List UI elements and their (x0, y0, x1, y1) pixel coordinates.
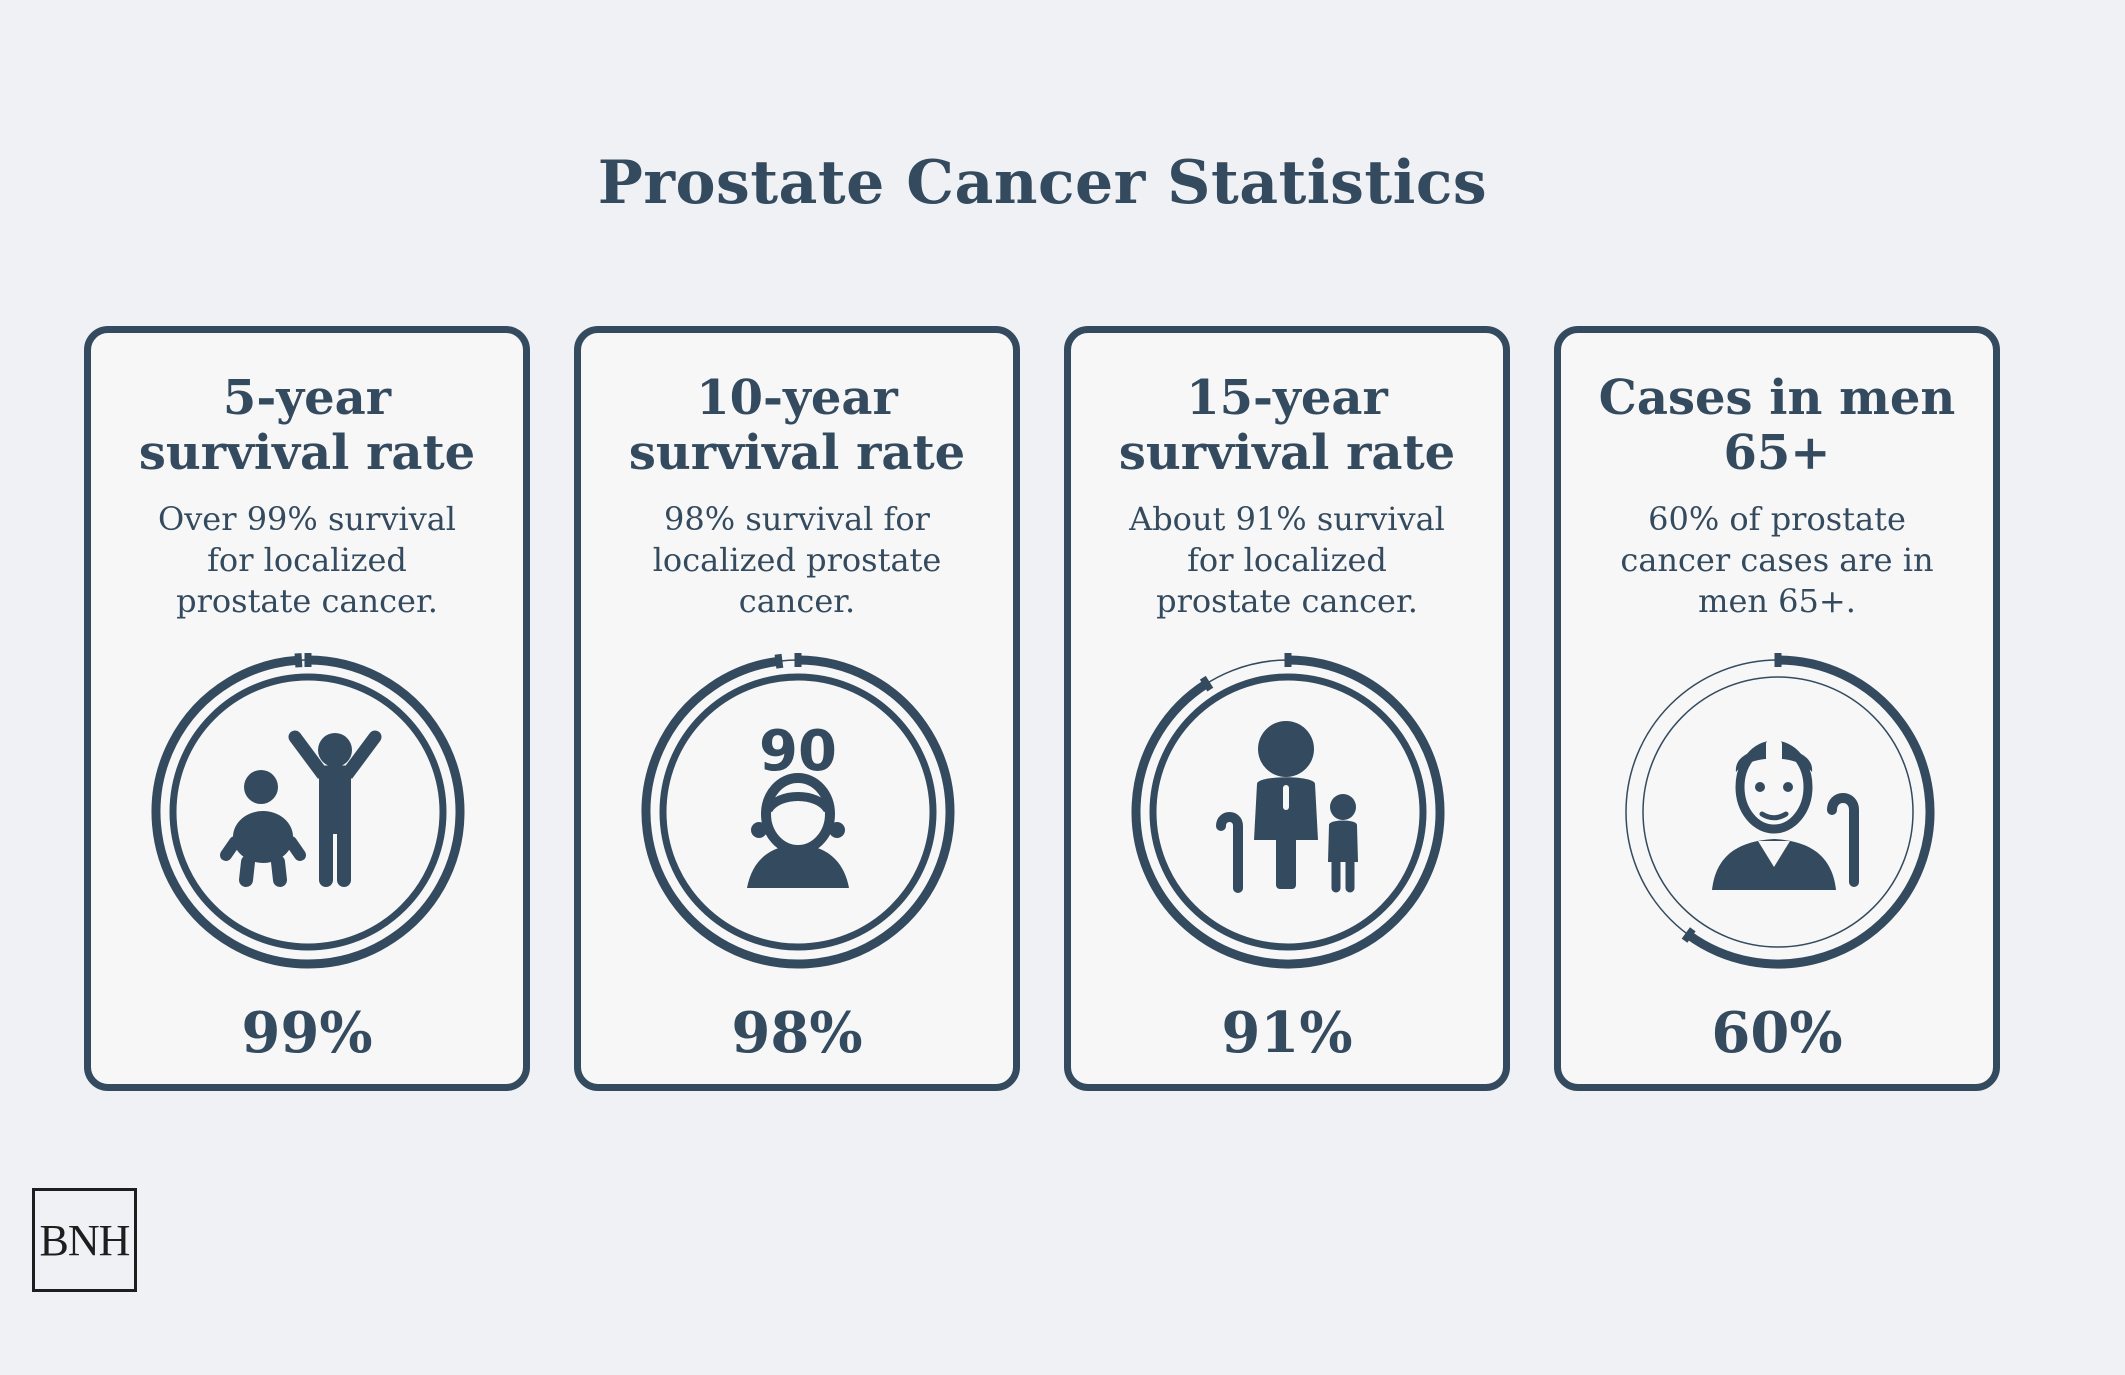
family-icon (1216, 721, 1358, 893)
donut-inner-ring (169, 673, 447, 951)
children-icon (220, 730, 382, 887)
elderly-man-icon (1712, 740, 1859, 890)
donut-inner-ring (1642, 676, 1914, 948)
card-title: 15-year survival rate (1118, 370, 1456, 481)
card-description: 98% survival for localized prostate canc… (652, 500, 942, 620)
card-description: About 91% survival for localized prostat… (1129, 500, 1445, 620)
bnh-logo: BNH (32, 1188, 137, 1292)
donut-end-cap (294, 653, 303, 668)
stat-card-65-plus: Cases in men 65+ 60% of prostate cancer … (1554, 326, 2000, 1091)
card-description: Over 99% survival for localized prostate… (157, 500, 457, 620)
donut-inner-ring (659, 673, 937, 951)
stat-card-5-year: 5-year survival rate Over 99% survival f… (84, 326, 530, 1091)
donut-ring: 90 (641, 653, 955, 969)
card-description: 60% of prostate cancer cases are in men … (1620, 500, 1934, 620)
card-value: 98% (731, 1000, 863, 1066)
card-title: 5-year survival rate (138, 370, 476, 481)
donut-value-arc (1686, 655, 1935, 969)
donut-end-cap (1681, 927, 1696, 943)
donut-end-cap (774, 653, 784, 669)
donut-end-cap (1199, 675, 1214, 692)
donut-ring (151, 653, 465, 969)
card-value: 91% (1221, 1000, 1353, 1066)
card-title: Cases in men 65+ (1598, 370, 1956, 481)
page-title: Prostate Cancer Statistics (597, 148, 1488, 218)
card-title: 10-year survival rate (628, 370, 966, 481)
nonagenarian-icon: 90 (747, 719, 849, 888)
donut-value-arc (641, 655, 955, 969)
donut-ring (1625, 653, 1935, 969)
donut-value-arc (151, 655, 465, 969)
donut-ring (1131, 653, 1445, 969)
logo-text: BNH (39, 1215, 131, 1265)
donut-value-arc (1131, 655, 1445, 969)
card-value: 99% (241, 1000, 373, 1066)
donut-inner-ring (1149, 673, 1427, 951)
card-value: 60% (1711, 1000, 1843, 1066)
stat-card-10-year: 10-year survival rate 98% survival for l… (574, 326, 1020, 1091)
stat-card-15-year: 15-year survival rate About 91% survival… (1064, 326, 1510, 1091)
